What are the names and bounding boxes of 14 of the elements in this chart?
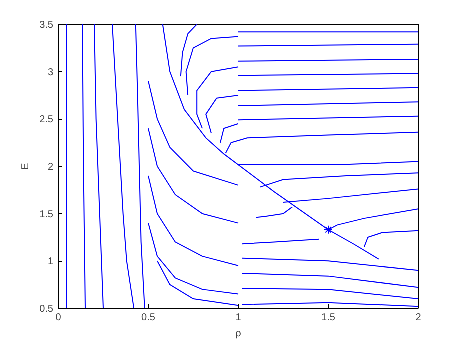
x-tick-label: 0.5 xyxy=(142,312,156,324)
y-tick-label: 2.5 xyxy=(40,114,54,126)
y-tick-label: 2 xyxy=(48,162,54,173)
x-tick-label: 0 xyxy=(56,312,62,324)
y-tick-label: 1 xyxy=(48,256,54,268)
x-tick-label: 2 xyxy=(416,312,422,324)
y-tick-label: 3.5 xyxy=(40,20,54,31)
y-axis-title: E xyxy=(20,162,32,170)
x-tick-label: 1.5 xyxy=(322,312,336,324)
x-axis-title: ρ xyxy=(236,328,242,340)
y-tick-label: 0.5 xyxy=(40,304,54,315)
x-tick-label: 1 xyxy=(236,312,242,324)
y-tick-label: 3 xyxy=(48,67,54,78)
y-tick-label: 1.5 xyxy=(40,209,54,220)
